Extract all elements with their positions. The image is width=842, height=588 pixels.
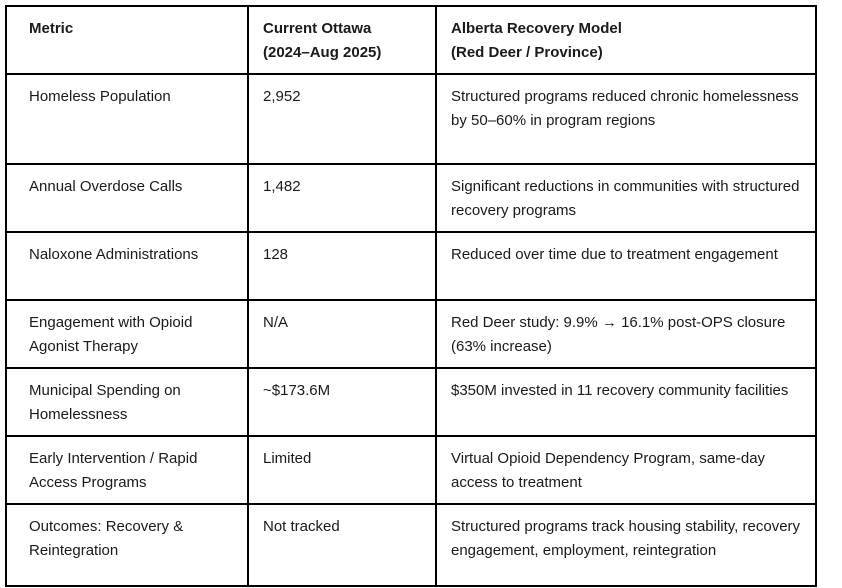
column-header-current-ottawa: Current Ottawa (2024–Aug 2025): [247, 5, 437, 75]
cell-metric: Annual Overdose Calls: [5, 163, 249, 233]
cell-ottawa-value: 128: [247, 231, 437, 301]
table-row: Annual Overdose Calls 1,482 Significant …: [5, 163, 817, 233]
column-header-alberta-recovery-model: Alberta Recovery Model (Red Deer / Provi…: [435, 5, 817, 75]
cell-metric: Engagement with Opioid Agonist Therapy: [5, 299, 249, 369]
cell-alberta-value: Virtual Opioid Dependency Program, same-…: [435, 435, 817, 505]
table-row: Naloxone Administrations 128 Reduced ove…: [5, 231, 817, 301]
table-row: Homeless Population 2,952 Structured pro…: [5, 73, 817, 165]
cell-alberta-value: $350M invested in 11 recovery community …: [435, 367, 817, 437]
cell-metric: Homeless Population: [5, 73, 249, 165]
cell-ottawa-value: ~$173.6M: [247, 367, 437, 437]
cell-ottawa-value: Not tracked: [247, 503, 437, 587]
cell-ottawa-value: Limited: [247, 435, 437, 505]
cell-alberta-value: Structured programs track housing stabil…: [435, 503, 817, 587]
cell-ottawa-value: N/A: [247, 299, 437, 369]
cell-metric: Municipal Spending on Homelessness: [5, 367, 249, 437]
cell-metric: Outcomes: Recovery & Reintegration: [5, 503, 249, 587]
cell-alberta-value: Red Deer study: 9.9% → 16.1% post-OPS cl…: [435, 299, 817, 369]
table-row: Outcomes: Recovery & Reintegration Not t…: [5, 503, 817, 587]
cell-alberta-value: Significant reductions in communities wi…: [435, 163, 817, 233]
cell-ottawa-value: 2,952: [247, 73, 437, 165]
cell-ottawa-value: 1,482: [247, 163, 437, 233]
cell-metric: Early Intervention / Rapid Access Progra…: [5, 435, 249, 505]
table-row: Municipal Spending on Homelessness ~$173…: [5, 367, 817, 437]
table-row: Engagement with Opioid Agonist Therapy N…: [5, 299, 817, 369]
comparison-table: Metric Current Ottawa (2024–Aug 2025) Al…: [5, 5, 817, 587]
column-header-metric: Metric: [5, 5, 249, 75]
cell-metric: Naloxone Administrations: [5, 231, 249, 301]
cell-alberta-value: Structured programs reduced chronic home…: [435, 73, 817, 165]
header-row: Metric Current Ottawa (2024–Aug 2025) Al…: [5, 5, 817, 75]
table-row: Early Intervention / Rapid Access Progra…: [5, 435, 817, 505]
cell-alberta-value: Reduced over time due to treatment engag…: [435, 231, 817, 301]
